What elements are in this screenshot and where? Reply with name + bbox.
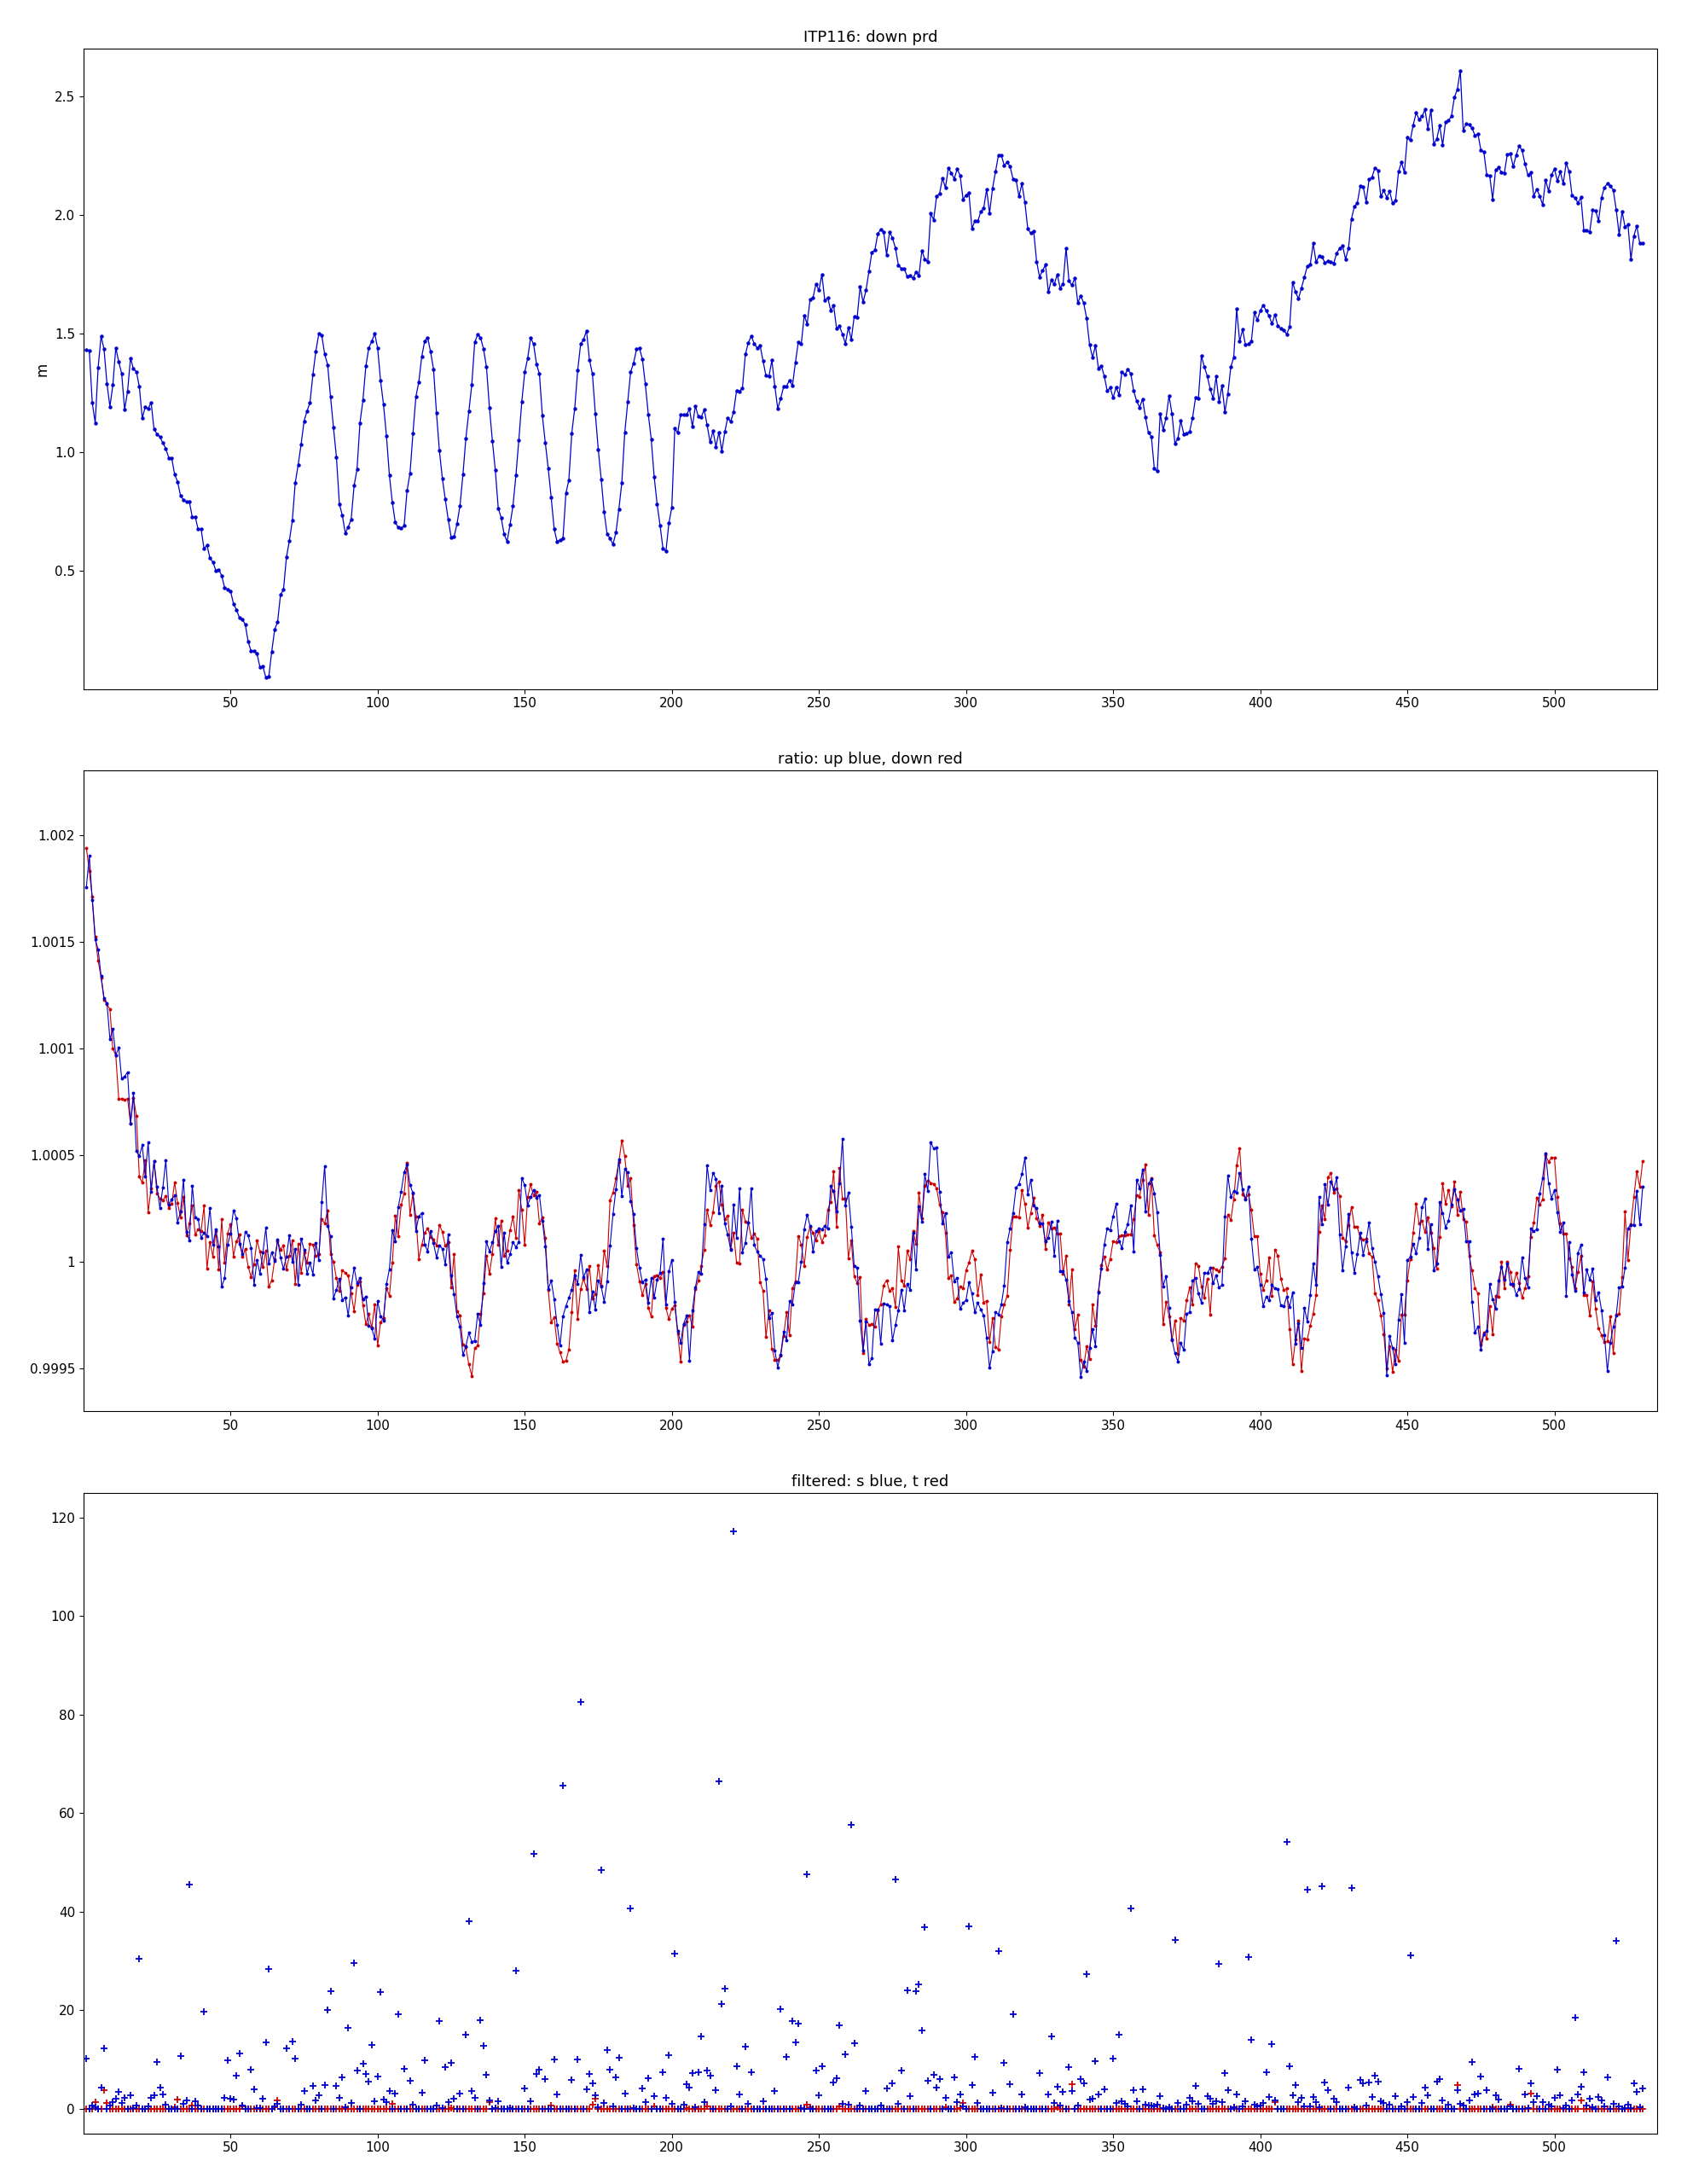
Title: ITP116: down prd: ITP116: down prd (803, 31, 938, 46)
Title: filtered: s blue, t red: filtered: s blue, t red (791, 1474, 950, 1489)
Y-axis label: m: m (34, 363, 51, 376)
Title: ratio: up blue, down red: ratio: up blue, down red (778, 751, 963, 767)
